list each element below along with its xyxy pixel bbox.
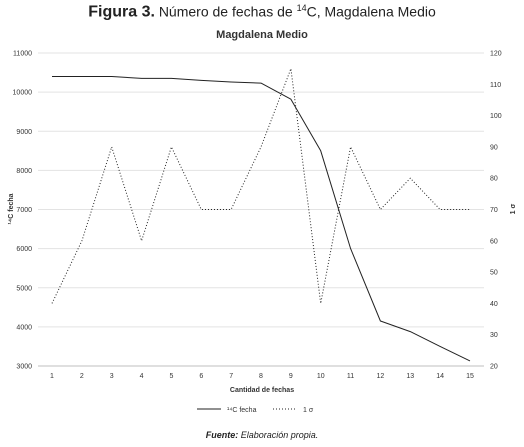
- left-tick-label: 5000: [16, 285, 32, 292]
- source-note: Fuente: Elaboración propia.: [0, 430, 524, 440]
- x-tick-label: 13: [406, 373, 414, 380]
- right-tick-label: 80: [490, 176, 498, 183]
- x-tick-label: 7: [229, 373, 233, 380]
- figure-title-pre: Número de fechas de: [158, 3, 297, 20]
- x-tick-label: 5: [169, 373, 173, 380]
- legend: ¹⁴C fecha 1 σ: [197, 407, 314, 414]
- x-tick-label: 10: [317, 373, 325, 380]
- right-tick-label: 70: [490, 207, 498, 214]
- right-tick-label: 50: [490, 270, 498, 277]
- x-tick-label: 12: [377, 373, 385, 380]
- right-tick-label: 60: [490, 238, 498, 245]
- grid-lines: [38, 52, 484, 367]
- y-axis-label-right: 1 σ: [510, 203, 517, 214]
- x-tick-label: 11: [347, 373, 354, 380]
- x-tick-label: 9: [289, 373, 293, 380]
- left-tick-label: 3000: [16, 364, 32, 371]
- series-line-2: [51, 68, 470, 304]
- x-axis-ticks: 1 2 3 4 5 6 7 8 9 10 11 12 13 14 15: [50, 373, 474, 380]
- x-tick-label: 6: [199, 373, 203, 380]
- chart-title: Magdalena Medio: [216, 29, 308, 41]
- left-axis-ticks: 3000 4000 5000 6000 7000 8000 9000 10000 11000: [13, 51, 33, 371]
- right-tick-label: 20: [490, 364, 498, 371]
- figure-title-sup: 14: [296, 3, 307, 13]
- left-tick-label: 11000: [13, 51, 32, 58]
- x-tick-label: 1: [50, 373, 54, 380]
- x-tick-label: 4: [140, 373, 144, 380]
- series-lines: [51, 68, 471, 362]
- left-tick-label: 6000: [16, 246, 32, 253]
- y-axis-label-left: ¹⁴C fecha: [8, 193, 15, 224]
- right-tick-label: 30: [490, 332, 498, 339]
- right-tick-label: 40: [490, 301, 498, 308]
- source-label: Fuente:: [205, 430, 239, 440]
- series-line-1: [52, 76, 471, 362]
- x-tick-label: 14: [436, 373, 444, 380]
- right-axis-ticks: 20 30 40 50 60 70 80 90 100 110 120: [490, 51, 502, 371]
- left-tick-label: 4000: [16, 324, 32, 331]
- x-tick-label: 15: [466, 373, 474, 380]
- x-axis-label: Cantidad de fechas: [230, 387, 294, 394]
- figure-label: Figura 3.: [88, 3, 155, 21]
- right-tick-label: 110: [490, 82, 501, 89]
- right-tick-label: 100: [490, 113, 502, 120]
- x-tick-label: 3: [110, 373, 114, 380]
- source-text: Elaboración propia.: [240, 430, 319, 440]
- left-tick-label: 9000: [16, 129, 32, 136]
- legend-label-series-1: ¹⁴C fecha: [227, 407, 257, 414]
- x-tick-label: 8: [259, 373, 263, 380]
- left-tick-label: 10000: [13, 90, 33, 97]
- left-tick-label: 8000: [16, 168, 32, 175]
- legend-label-series-2: 1 σ: [303, 407, 314, 414]
- x-tick-label: 2: [80, 373, 84, 380]
- left-tick-label: 7000: [16, 207, 32, 214]
- figure-title: Figura 3. Número de fechas de 14C, Magda…: [0, 3, 524, 22]
- right-tick-label: 90: [490, 144, 498, 151]
- right-tick-label: 120: [490, 51, 502, 58]
- figure-title-post: C, Magdalena Medio: [306, 3, 436, 20]
